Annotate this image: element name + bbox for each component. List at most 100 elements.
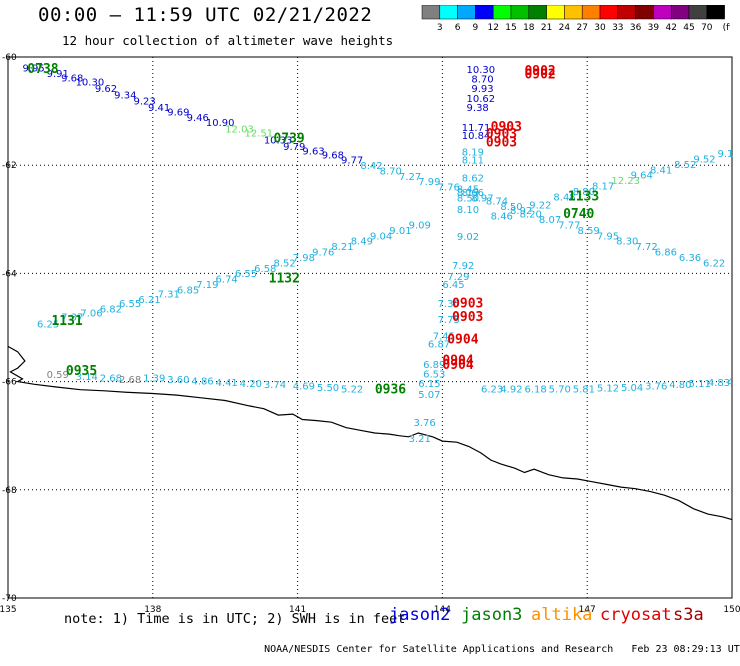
swh-value: 7.92 bbox=[452, 261, 474, 272]
swh-value: 4.92 bbox=[500, 384, 522, 395]
swh-value: 4.86 bbox=[191, 376, 213, 387]
swh-value: 4.20 bbox=[240, 379, 262, 390]
swh-value: 9.79 bbox=[283, 142, 305, 153]
swh-value: 9.38 bbox=[467, 103, 489, 114]
swh-value: 5.04 bbox=[621, 383, 643, 394]
satellite-altika: altika bbox=[531, 605, 593, 625]
pass-time-label: 0739 bbox=[273, 131, 304, 146]
scale-label: 18 bbox=[523, 23, 535, 33]
swh-value: 6.18 bbox=[524, 384, 546, 395]
swh-value: 6.55 bbox=[235, 269, 257, 280]
swh-value: 6.45 bbox=[442, 280, 464, 291]
swh-value: 10.84 bbox=[462, 131, 491, 142]
swh-value: 8.48 bbox=[553, 192, 575, 203]
map-frame bbox=[7, 56, 733, 599]
swh-value: 9.41 bbox=[148, 103, 170, 114]
swh-value: 5.70 bbox=[549, 384, 571, 395]
pass-time-label: 0902 bbox=[524, 64, 555, 79]
coastline bbox=[7, 345, 733, 521]
swh-value: 3.21 bbox=[409, 434, 431, 445]
swh-value: 8.19 bbox=[462, 147, 484, 158]
swh-value: 6.58 bbox=[254, 264, 276, 275]
swh-value: 10.30 bbox=[76, 78, 105, 89]
swh-value: 9.91 bbox=[47, 69, 69, 80]
swh-value: 7.99 bbox=[418, 177, 440, 188]
swh-value: 6.21 bbox=[138, 295, 160, 306]
pass-time-label: 0903 bbox=[486, 127, 517, 142]
swh-value: 8.59 bbox=[578, 226, 600, 237]
swh-value: 8.17 bbox=[592, 182, 614, 193]
satellite-s3a: s3a bbox=[673, 605, 704, 625]
pass-time-label: 0903 bbox=[491, 120, 522, 135]
swh-value: 9.09 bbox=[409, 220, 431, 231]
scale-label: 12 bbox=[487, 23, 498, 33]
swh-value: 12.03 bbox=[225, 125, 254, 136]
swh-value: 9.77 bbox=[341, 156, 363, 167]
swh-value: 6.25 bbox=[37, 320, 59, 331]
swh-value: 4.69 bbox=[293, 382, 315, 393]
swh-value: 2.68 bbox=[119, 375, 141, 386]
scale-label: 39 bbox=[648, 23, 660, 33]
pass-time-label: 0904 bbox=[442, 358, 473, 373]
pass-time-label: 0904 bbox=[447, 333, 478, 348]
lat-tick-label: -60 bbox=[2, 53, 17, 63]
swh-value: 8.66 bbox=[462, 188, 484, 199]
pass-time-label: 1131 bbox=[51, 314, 82, 329]
scale-units: (ft) bbox=[723, 23, 730, 33]
swh-value: 8.50 bbox=[500, 202, 522, 213]
swh-value: 5.50 bbox=[317, 383, 339, 394]
swh-value: 6.53 bbox=[423, 369, 445, 380]
swh-value: 7.45 bbox=[433, 331, 455, 342]
swh-value: 8.46 bbox=[491, 211, 513, 222]
swh-value: 0.59 bbox=[47, 370, 69, 381]
pass-time-label: 0935 bbox=[66, 364, 97, 379]
swh-value: 9.46 bbox=[187, 113, 209, 124]
scale-label: 70 bbox=[701, 23, 713, 33]
swh-value: 8.07 bbox=[539, 215, 561, 226]
lon-tick-label: 141 bbox=[289, 605, 306, 615]
swh-value: 8.97 bbox=[471, 193, 493, 204]
pass-time-label: 0903 bbox=[452, 310, 483, 325]
scale-label: 42 bbox=[665, 23, 676, 33]
pass-time-label: 0904 bbox=[442, 353, 473, 368]
swh-value: 6.22 bbox=[703, 258, 725, 269]
swh-value: 9.68 bbox=[322, 151, 344, 162]
swh-value: 8.80 bbox=[573, 187, 595, 198]
swh-value: 7.29 bbox=[447, 272, 469, 283]
swh-value: 7.37 bbox=[61, 312, 83, 323]
lat-tick-label: -70 bbox=[2, 594, 17, 604]
lat-tick-label: -68 bbox=[2, 486, 17, 496]
swh-value: 7.19 bbox=[196, 280, 218, 291]
swh-value: 2.68 bbox=[100, 374, 122, 385]
scale-label: 33 bbox=[612, 23, 623, 33]
scale-label: 24 bbox=[559, 23, 571, 33]
scale-label: 30 bbox=[594, 23, 606, 33]
swh-value: 5.12 bbox=[597, 383, 619, 394]
swh-value: 8.49 bbox=[351, 237, 373, 248]
swh-value: 11.71 bbox=[462, 123, 491, 134]
swh-value: 1.39 bbox=[143, 374, 165, 385]
scale-label: 45 bbox=[683, 23, 694, 33]
scale-label: 21 bbox=[541, 23, 552, 33]
scale-swatch bbox=[706, 5, 725, 20]
swh-value: 10.90 bbox=[206, 118, 235, 129]
swh-value: 10.62 bbox=[467, 94, 496, 105]
pass-time-label: 0903 bbox=[452, 296, 483, 311]
swh-value: 9.52 bbox=[693, 154, 715, 165]
scale-label: 6 bbox=[455, 23, 461, 33]
swh-value: 7.72 bbox=[635, 242, 657, 253]
swh-value: 8.45 bbox=[457, 184, 479, 195]
scale-label: 9 bbox=[473, 23, 479, 33]
lon-tick-label: 138 bbox=[144, 605, 161, 615]
swh-value: 4.80 bbox=[669, 380, 691, 391]
swh-value: 10.30 bbox=[467, 65, 496, 76]
swh-value: 3.14 bbox=[76, 372, 98, 383]
swh-value: 9.62 bbox=[95, 84, 117, 95]
swh-value: 8.30 bbox=[616, 237, 638, 248]
swh-value: 6.55 bbox=[119, 299, 141, 310]
scale-label: 15 bbox=[505, 23, 516, 33]
swh-value: 4.83 bbox=[708, 378, 730, 389]
swh-value: 3.60 bbox=[167, 375, 189, 386]
swh-value: 5.07 bbox=[418, 390, 440, 401]
